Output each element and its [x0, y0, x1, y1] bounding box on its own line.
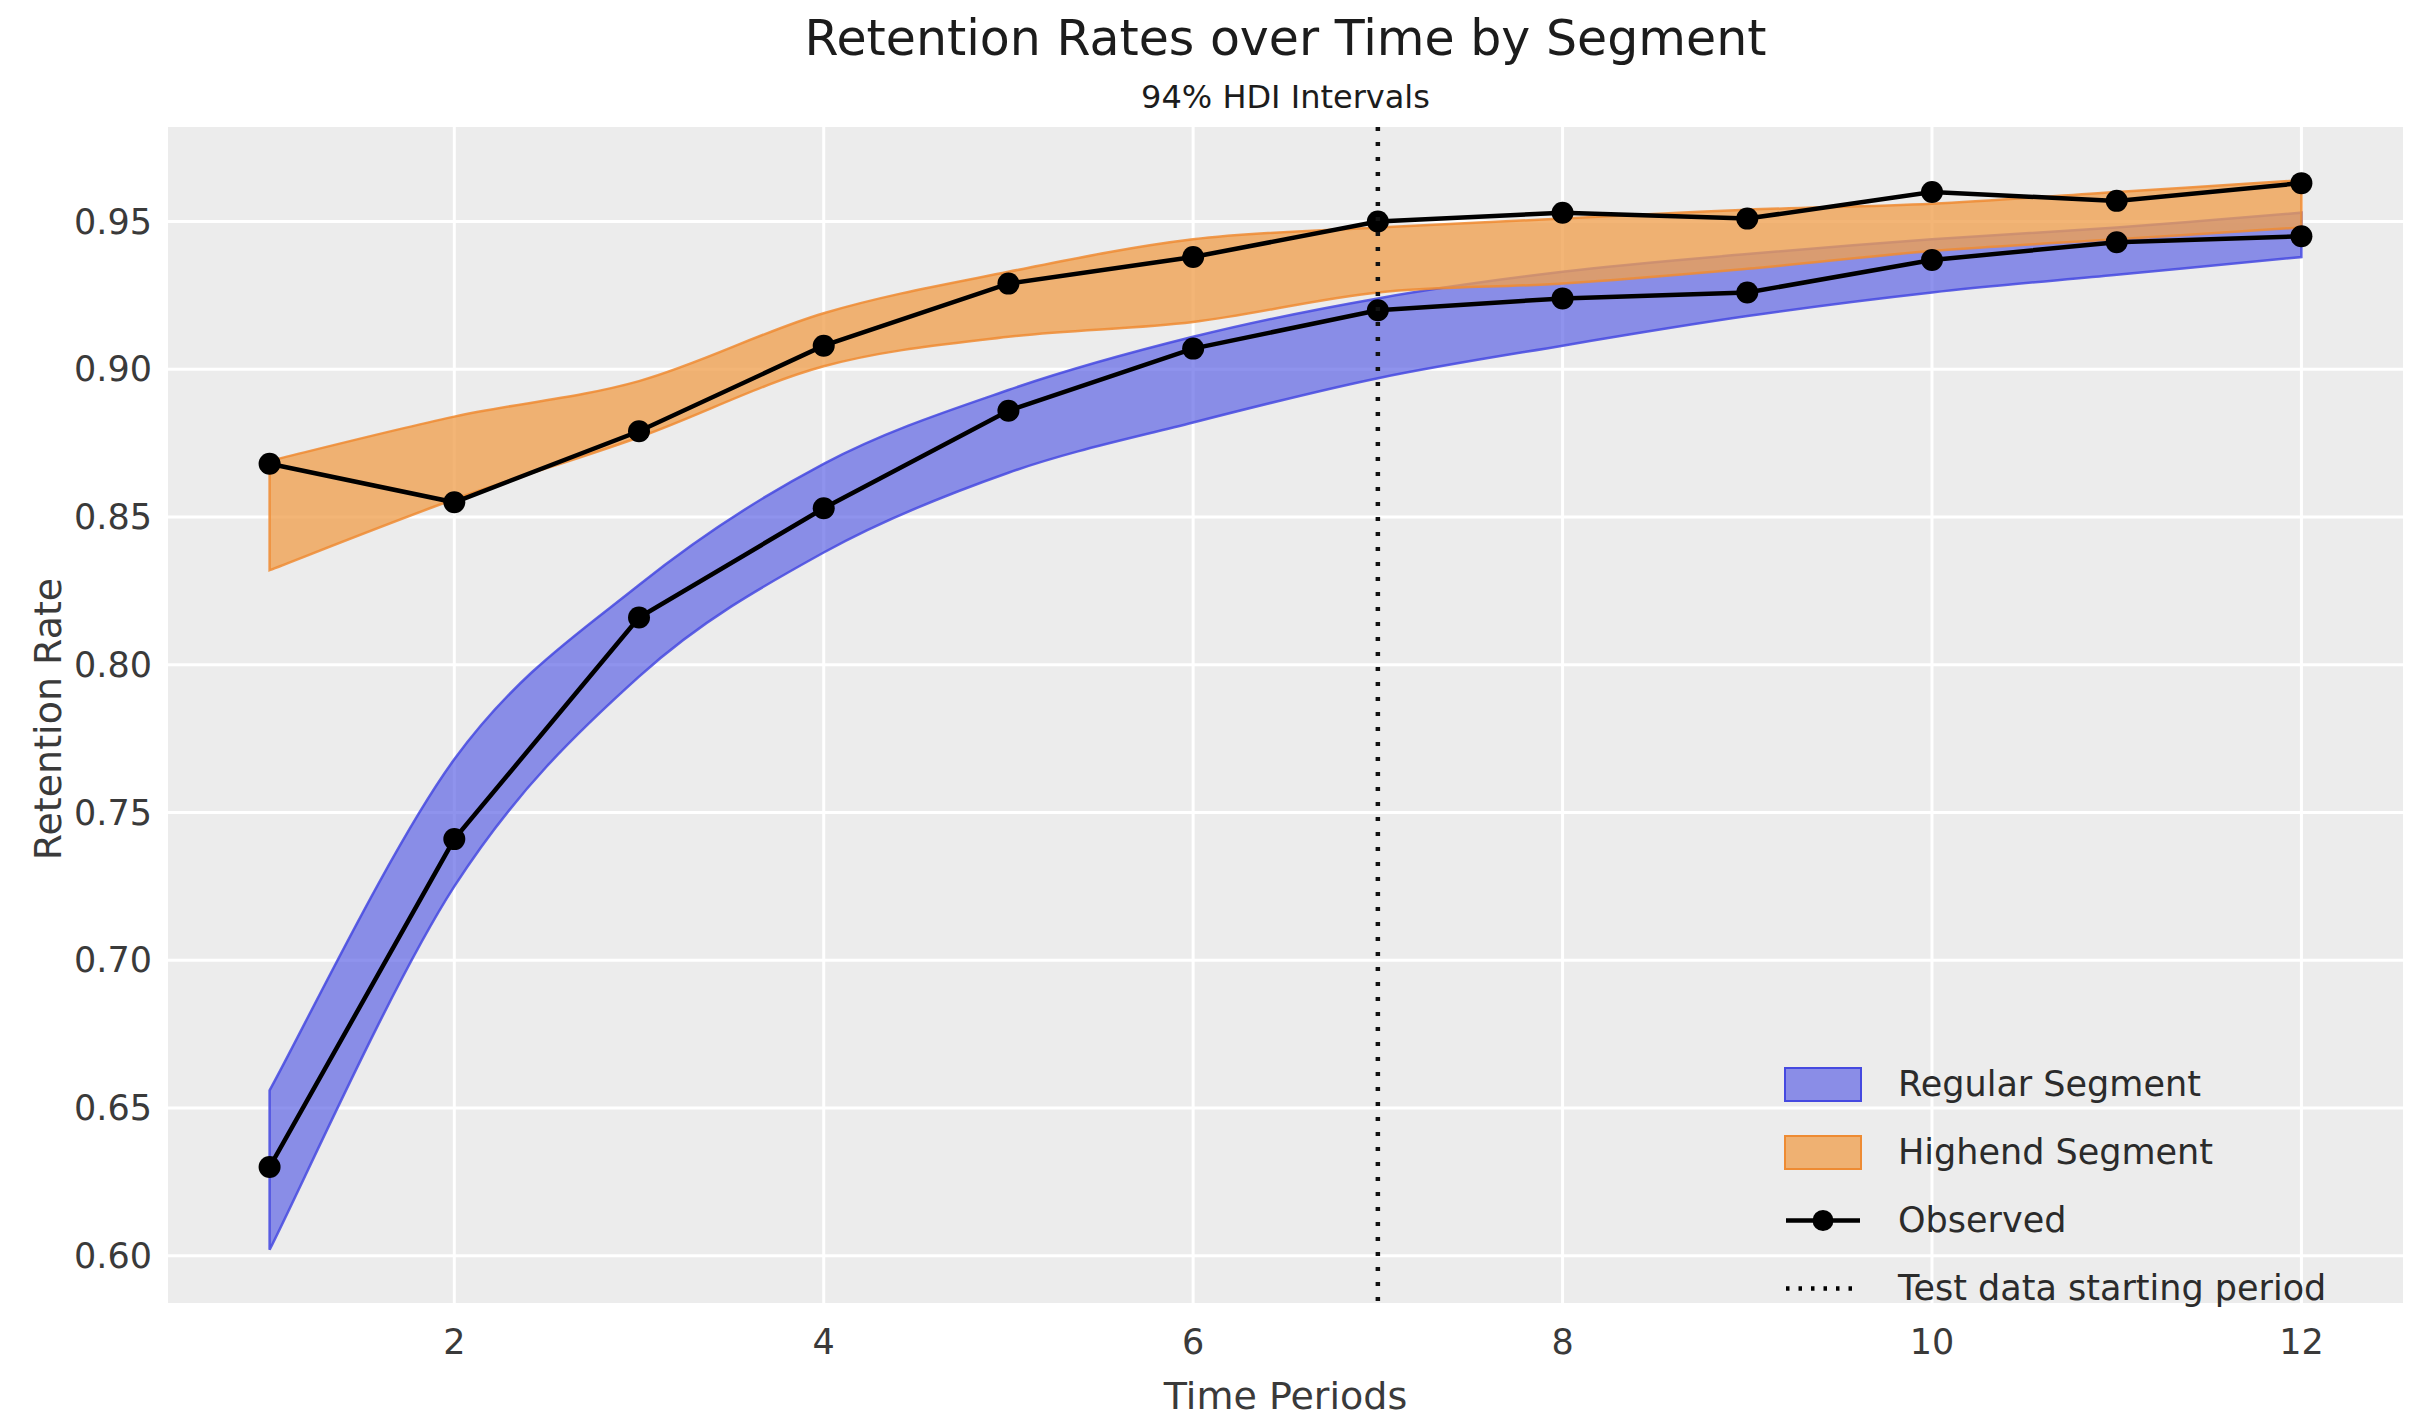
observed-point [443, 828, 465, 850]
x-axis-label: Time Periods [168, 1374, 2403, 1418]
y-tick-label: 0.80 [22, 645, 152, 685]
regular-segment-swatch [1784, 1067, 1862, 1102]
y-tick-label: 0.90 [22, 349, 152, 389]
observed-point [1182, 246, 1204, 268]
legend-label: Test data starting period [1898, 1268, 2326, 1308]
observed-point [628, 420, 650, 442]
x-tick-label: 10 [1872, 1322, 1992, 1362]
legend-label: Observed [1898, 1200, 2066, 1240]
observed-point [259, 1156, 281, 1178]
observed-point [2290, 225, 2312, 247]
legend-label: Highend Segment [1898, 1132, 2213, 1172]
y-tick-label: 0.75 [22, 793, 152, 833]
highend-segment-swatch [1784, 1135, 1862, 1170]
observed-point [1921, 249, 1943, 271]
observed-point [997, 273, 1019, 295]
y-tick-label: 0.65 [22, 1088, 152, 1128]
observed-swatch [1784, 1203, 1862, 1238]
observed-point [2106, 231, 2128, 253]
observed-point [1736, 281, 1758, 303]
legend-item: Regular Segment [1784, 1060, 2201, 1108]
x-tick-label: 12 [2241, 1322, 2361, 1362]
observed-point [2106, 190, 2128, 212]
observed-point [1367, 211, 1389, 233]
observed-point [813, 497, 835, 519]
x-tick-label: 4 [764, 1322, 884, 1362]
y-tick-label: 0.85 [22, 497, 152, 537]
observed-point [628, 606, 650, 628]
observed-point [1552, 287, 1574, 309]
y-tick-label: 0.95 [22, 202, 152, 242]
observed-point [1736, 208, 1758, 230]
y-tick-label: 0.60 [22, 1236, 152, 1276]
observed-point [997, 400, 1019, 422]
legend-item: Test data starting period [1784, 1264, 2326, 1312]
observed-point [1921, 181, 1943, 203]
legend-item: Observed [1784, 1196, 2066, 1244]
x-tick-label: 6 [1133, 1322, 1253, 1362]
observed-point [1182, 338, 1204, 360]
observed-point [1552, 202, 1574, 224]
test-period-swatch [1784, 1271, 1862, 1306]
legend-item: Highend Segment [1784, 1128, 2213, 1176]
y-tick-label: 0.70 [22, 940, 152, 980]
observed-point [2290, 172, 2312, 194]
observed-point [443, 491, 465, 513]
observed-point [813, 335, 835, 357]
x-tick-label: 2 [394, 1322, 514, 1362]
legend-label: Regular Segment [1898, 1064, 2201, 1104]
x-tick-label: 8 [1503, 1322, 1623, 1362]
observed-point [259, 453, 281, 475]
